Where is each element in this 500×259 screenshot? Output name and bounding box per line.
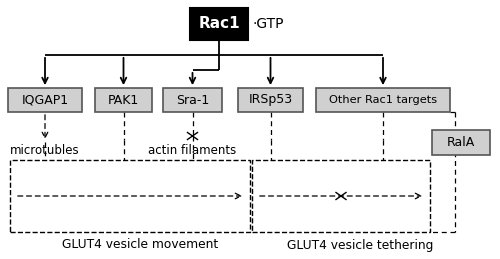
Bar xyxy=(252,160,430,232)
Text: IQGAP1: IQGAP1 xyxy=(22,93,68,106)
Text: RalA: RalA xyxy=(447,136,475,149)
Text: Other Rac1 targets: Other Rac1 targets xyxy=(329,95,437,105)
Text: Rac1: Rac1 xyxy=(198,17,240,32)
Text: GLUT4 vesicle tethering: GLUT4 vesicle tethering xyxy=(287,239,433,251)
Text: GLUT4 vesicle movement: GLUT4 vesicle movement xyxy=(62,239,218,251)
Text: microtubles: microtubles xyxy=(10,143,80,156)
Text: Sra-1: Sra-1 xyxy=(176,93,209,106)
Bar xyxy=(190,8,248,40)
Bar xyxy=(10,160,250,232)
Text: IRSp53: IRSp53 xyxy=(248,93,292,106)
Bar xyxy=(163,88,222,112)
Bar xyxy=(238,88,303,112)
Bar xyxy=(432,130,490,155)
Text: actin filaments: actin filaments xyxy=(148,143,236,156)
Bar xyxy=(316,88,450,112)
Bar xyxy=(95,88,152,112)
Text: ·GTP: ·GTP xyxy=(252,17,284,31)
Bar xyxy=(8,88,82,112)
Text: PAK1: PAK1 xyxy=(108,93,139,106)
